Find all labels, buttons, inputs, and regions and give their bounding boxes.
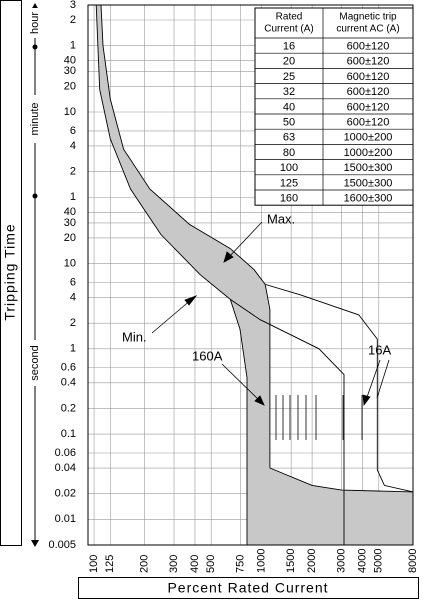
y-tick-label: 0.6	[61, 362, 76, 374]
y-title: Tripping Time	[2, 223, 18, 320]
annotation: Min.	[122, 329, 147, 344]
x-title-box	[78, 577, 419, 599]
y-tick-label: 0.04	[55, 462, 76, 474]
rating-marks	[275, 395, 363, 440]
table-cell: 600±120	[347, 101, 390, 113]
y-tick-label: 6	[70, 276, 76, 288]
unit-divider	[32, 44, 38, 50]
y-title-box	[0, 0, 22, 546]
y-tick-label: 1	[70, 191, 76, 203]
table-cell: 25	[283, 71, 295, 83]
table-cell: 40	[283, 101, 295, 113]
y-tick-label: 20	[64, 232, 76, 244]
table-cell: 32	[283, 86, 295, 98]
table-cell: 63	[283, 132, 295, 144]
x-tick-label: 750	[235, 555, 247, 573]
table-cell: 1000±200	[344, 132, 393, 144]
annotation: 16A	[368, 342, 391, 357]
curve	[95, 4, 345, 545]
x-tick-label: 100	[88, 555, 100, 573]
table-header: Current (A)	[264, 24, 313, 35]
x-tick-label: 1000	[256, 549, 268, 573]
unit-bg	[30, 340, 40, 386]
table-cell: 600±120	[347, 41, 390, 53]
table-cell: 600±120	[347, 117, 390, 129]
table-header: current AC (A)	[336, 24, 399, 35]
x-tick-label: 500	[205, 555, 217, 573]
y-tick-label: 1	[70, 40, 76, 52]
x-tick-label: 5000	[373, 549, 385, 573]
y-tick-label: 4	[70, 140, 76, 152]
table-cell: 100	[280, 162, 298, 174]
plot-frame	[87, 4, 414, 546]
x-tick-label: 125	[104, 555, 116, 573]
y-tick-label: 0.02	[55, 488, 76, 500]
y-tick-label: 4	[70, 291, 76, 303]
y-tick-label: 10	[64, 257, 76, 269]
y-tick-label: 0.005	[48, 539, 76, 551]
unit-label: hour	[29, 12, 41, 34]
x-tick-label: 200	[138, 555, 150, 573]
table-header: Rated	[276, 12, 303, 23]
y-tick-label: 1	[70, 343, 76, 355]
y-tick-label: 2	[70, 166, 76, 178]
x-tick-label: 2000	[306, 549, 318, 573]
y-tick-label: 2	[70, 317, 76, 329]
table-cell: 20	[283, 56, 295, 68]
table-cell: 1500±300	[344, 162, 393, 174]
y-tick-label: 40	[64, 55, 76, 67]
y-tick-label: 30	[64, 65, 76, 77]
y-tick-label: 0.01	[55, 513, 76, 525]
unit-bg	[30, 8, 40, 38]
y-tick-label: 2	[70, 14, 76, 26]
y-tick-label: 40	[64, 206, 76, 218]
y-tick-label: 0.4	[61, 377, 76, 389]
table-cell: 80	[283, 147, 295, 159]
table-cell: 600±120	[347, 71, 390, 83]
band	[96, 5, 413, 545]
curve	[100, 4, 414, 493]
table-cell: 160	[280, 193, 298, 205]
x-tick-label: 3000	[336, 549, 348, 573]
y-tick-label: 0.1	[61, 428, 76, 440]
curve	[229, 299, 248, 545]
table-cell: 1500±300	[344, 177, 393, 189]
table-box	[254, 7, 414, 206]
y-tick-label: 6	[70, 125, 76, 137]
unit-bg	[30, 95, 40, 143]
y-tick-label: 30	[64, 217, 76, 229]
annotation: 160A	[192, 348, 223, 363]
table-cell: 1000±200	[344, 147, 393, 159]
curve	[264, 284, 414, 493]
table-cell: 1600±300	[344, 193, 393, 205]
table-cell: 600±120	[347, 56, 390, 68]
y-tick-label: 0.06	[55, 447, 76, 459]
x-tick-label: 8000	[407, 549, 419, 573]
table-header: Magnetic trip	[339, 12, 397, 23]
table-cell: 600±120	[347, 86, 390, 98]
x-tick-label: 4000	[356, 549, 368, 573]
unit-label: second	[29, 345, 41, 380]
y-tick-label: 20	[64, 80, 76, 92]
x-tick-label: 400	[189, 555, 201, 573]
y-tick-label: 3	[70, 0, 76, 11]
unit-divider	[32, 193, 38, 199]
y-tick-label: 0.2	[61, 402, 76, 414]
table-cell: 16	[283, 41, 295, 53]
annotation: Max.	[267, 211, 295, 226]
x-title: Percent Rated Current	[167, 580, 328, 596]
annotation-arrows	[151, 221, 390, 407]
x-tick-label: 300	[168, 555, 180, 573]
y-tick-label: 10	[64, 106, 76, 118]
table-cell: 125	[280, 177, 298, 189]
unit-label: minute	[29, 102, 41, 135]
table-cell: 50	[283, 117, 295, 129]
x-tick-label: 1500	[285, 549, 297, 573]
